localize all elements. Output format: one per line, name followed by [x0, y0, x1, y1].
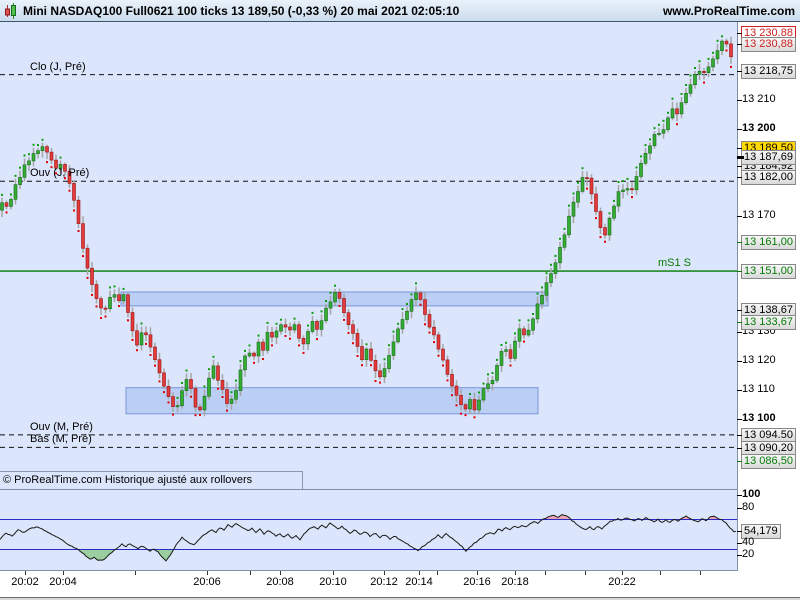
copyright-text: © ProRealTime.com Historique ajusté aux … — [3, 474, 253, 486]
axis-tick — [737, 177, 742, 178]
time-tick — [25, 571, 26, 575]
price-axis-label: 13 120 — [742, 354, 776, 366]
time-tick-minor — [585, 571, 586, 575]
axis-tick — [737, 419, 742, 420]
time-axis-label: 20:04 — [49, 576, 77, 588]
time-tick-minor — [250, 571, 251, 575]
price-axis-label: 13 187,69 — [741, 150, 796, 165]
price-axis-label: 13 133,67 — [741, 315, 796, 330]
axis-tick — [737, 448, 742, 449]
candles-layer — [0, 40, 733, 411]
level-label: Clo (J, Pré) — [30, 61, 86, 73]
price-axis-label: 13 200 — [742, 122, 776, 134]
price-axis-label: 40 — [742, 536, 755, 548]
price-axis-label: 13 110 — [742, 383, 775, 395]
price-axis-label: 13 218,75 — [741, 64, 796, 79]
oscillator-panel[interactable] — [0, 489, 737, 571]
axis-tick — [737, 461, 742, 462]
price-axis-label: 20 — [742, 548, 755, 560]
bottom-edge — [0, 598, 800, 600]
price-axis-label: 13 100 — [742, 412, 776, 424]
axis-tick — [737, 129, 742, 130]
axis-tick — [737, 44, 742, 45]
time-axis-label: 20:16 — [463, 576, 491, 588]
axis-tick — [737, 33, 742, 34]
price-axis-label: 13 090,20 — [741, 441, 796, 456]
time-tick — [622, 571, 623, 575]
axis-tick — [737, 543, 742, 544]
price-axis-label: 13 230,88 — [741, 37, 796, 52]
time-tick — [384, 571, 385, 575]
axis-tick — [737, 310, 742, 311]
time-tick — [280, 571, 281, 575]
axis-tick — [737, 271, 742, 272]
signal-dots-layer — [1, 35, 732, 419]
time-axis-label: 20:14 — [405, 576, 433, 588]
time-axis-label: 20:22 — [608, 576, 636, 588]
axis-tick — [737, 390, 742, 391]
time-axis-label: 20:12 — [370, 576, 398, 588]
axis-tick — [737, 148, 742, 149]
axis-tick — [737, 508, 742, 509]
prorealtime-link[interactable]: www.ProRealTime.com — [662, 3, 795, 18]
axis-tick — [737, 71, 742, 72]
axis-tick — [737, 361, 742, 362]
time-tick — [333, 571, 334, 575]
price-axis-label: 80 — [742, 501, 755, 513]
price-axis-label: 13 161,00 — [741, 235, 796, 250]
level-label: mS1 S — [657, 257, 691, 269]
time-tick-minor — [700, 571, 701, 575]
time-axis-label: 20:02 — [11, 576, 39, 588]
level-label: Ouv (J, Pré) — [30, 167, 90, 179]
axis-tick — [737, 322, 742, 323]
bottom-border — [0, 597, 800, 598]
copyright-note: © ProRealTime.com Historique ajusté aux … — [0, 471, 303, 489]
candlestick-icon — [5, 2, 16, 19]
titlebar: Mini NASDAQ100 Full0621 100 ticks 13 189… — [0, 0, 800, 22]
price-axis-label: 13 151,00 — [741, 264, 796, 279]
price-axis-label: 13 182,00 — [741, 170, 796, 185]
axis-tick — [737, 156, 744, 159]
time-axis[interactable]: 20:02 20:04 20:06 20:08 20:10 20:12 20:14 20:16… — [0, 571, 800, 600]
time-tick-minor — [437, 571, 438, 575]
price-chart-area[interactable]: Clo (J, Pré) Ouv (J, Pré) Ouv (M, Pré) Bas … — [0, 22, 737, 489]
price-axis-label: 100 — [742, 488, 761, 500]
time-tick — [207, 571, 208, 575]
time-axis-label: 20:10 — [319, 576, 347, 588]
price-axis-label: 13 210 — [742, 93, 776, 105]
time-tick — [419, 571, 420, 575]
level-label: Bas (M, Pré) — [30, 433, 92, 445]
price-axis-label: 13 170 — [742, 209, 776, 221]
axis-tick — [737, 216, 742, 217]
price-axis-label: 54,179 — [741, 524, 781, 539]
axis-tick — [737, 531, 742, 532]
time-tick-minor — [135, 571, 136, 575]
axis-tick — [737, 100, 742, 101]
oscillator-plot[interactable] — [0, 490, 737, 570]
candles-plot[interactable] — [0, 22, 737, 489]
axis-tick — [737, 495, 742, 496]
time-tick-minor — [545, 571, 546, 575]
time-tick — [515, 571, 516, 575]
axis-tick — [737, 242, 742, 243]
axis-tick — [737, 332, 742, 333]
time-tick — [477, 571, 478, 575]
level-label: Ouv (M, Pré) — [30, 421, 93, 433]
axis-tick — [737, 555, 742, 556]
chart-title: Mini NASDAQ100 Full0621 100 ticks 13 189… — [23, 3, 460, 18]
price-axis[interactable]: 13 230.88 13 230,88 13 218,75 13 210 13 200 1… — [737, 22, 800, 571]
price-axis-label: 13 094.50 — [741, 428, 796, 443]
time-axis-label: 20:06 — [193, 576, 221, 588]
time-tick-minor — [660, 571, 661, 575]
axis-tick — [737, 435, 742, 436]
time-tick — [63, 571, 64, 575]
time-axis-label: 20:18 — [501, 576, 529, 588]
axis-tick — [737, 166, 742, 167]
time-axis-label: 20:08 — [266, 576, 294, 588]
price-axis-label: 13 086,50 — [741, 454, 796, 469]
